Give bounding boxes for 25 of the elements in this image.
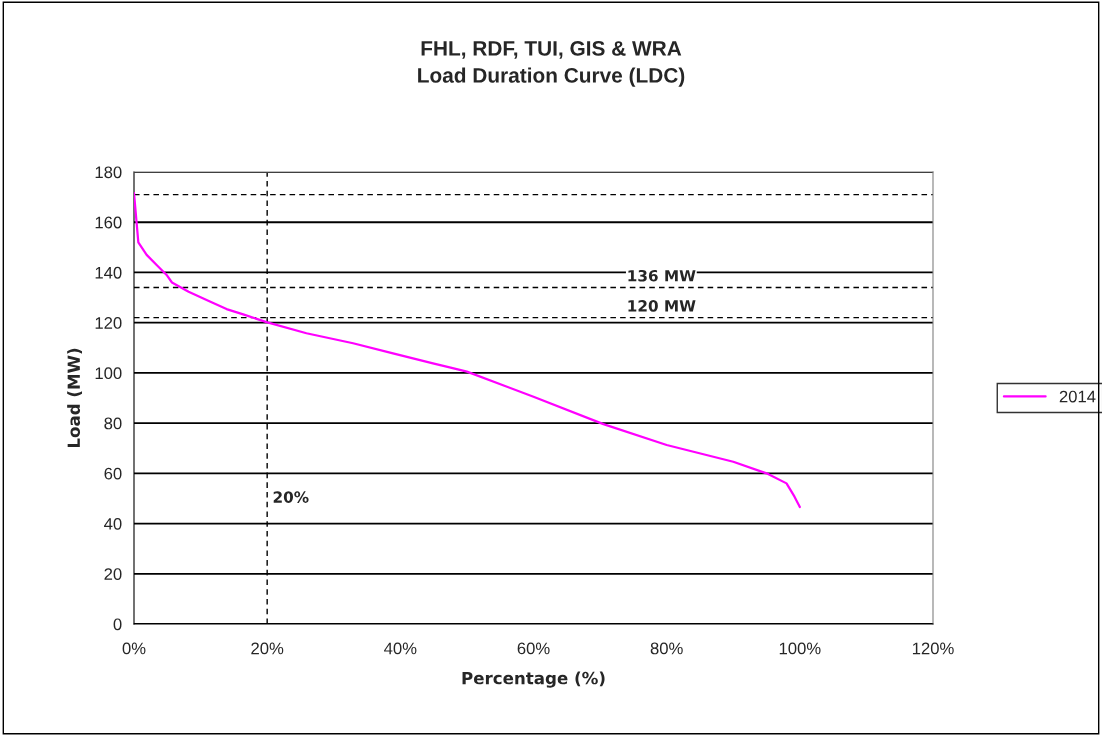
x-tick-label: 100% <box>779 642 821 655</box>
ref-line-label: 120 MW <box>628 300 696 312</box>
x-tick-label: 120% <box>912 642 954 655</box>
line-series <box>134 191 801 509</box>
legend-label: 2014 <box>1059 390 1096 403</box>
y-tick-label: 40 <box>104 517 122 530</box>
x-tick-label: 0% <box>122 642 146 655</box>
x-tick-label: 80% <box>650 642 683 655</box>
y-tick-label: 80 <box>104 417 122 430</box>
x-tick-label: 40% <box>384 642 417 655</box>
x-axis-title: Percentage (%) <box>462 671 605 688</box>
y-tick-label: 100 <box>95 367 122 380</box>
y-tick-label: 180 <box>95 166 122 179</box>
y-tick-label: 0 <box>113 618 122 631</box>
ref-line-label: 20% <box>273 491 309 503</box>
chart-title: FHL, RDF, TUI, GIS & WRA Load Duration Curve (LDC) <box>418 41 685 87</box>
ref-line-label: 136 MW <box>628 269 696 282</box>
y-axis-title: Load (MW) <box>67 348 83 448</box>
x-tick-label: 20% <box>251 642 284 655</box>
y-tick-label: 20 <box>104 568 122 580</box>
y-tick-label: 60 <box>104 467 122 480</box>
x-tick-label: 60% <box>517 642 550 655</box>
y-tick-label: 160 <box>95 216 122 229</box>
y-tick-label: 120 <box>95 317 122 329</box>
y-tick-label: 140 <box>95 266 122 279</box>
